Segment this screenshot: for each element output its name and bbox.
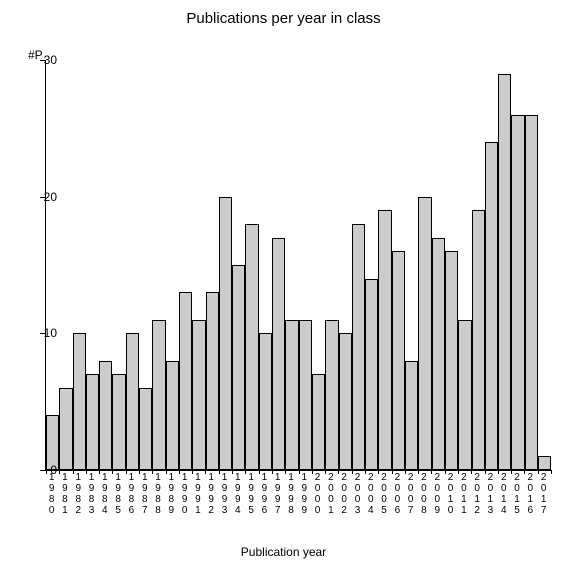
x-tick-label: 1984 (98, 472, 111, 516)
x-tick-label: 1985 (111, 472, 124, 516)
x-tick-label: 2015 (510, 472, 523, 516)
x-tick-label: 2008 (417, 472, 430, 516)
bar (206, 292, 219, 470)
x-tick-label: 2011 (457, 472, 470, 516)
bar (299, 320, 312, 470)
bar (392, 251, 405, 470)
x-tick-label: 1997 (271, 472, 284, 516)
bar (152, 320, 165, 470)
bar (73, 333, 86, 470)
x-tick-label: 1998 (284, 472, 297, 516)
x-tick-label: 2014 (497, 472, 510, 516)
bar (166, 361, 179, 470)
x-tick-label: 1987 (138, 472, 151, 516)
bar (232, 265, 245, 470)
bar (339, 333, 352, 470)
x-tick-label: 2016 (524, 472, 537, 516)
x-tick-label: 1992 (205, 472, 218, 516)
bar (458, 320, 471, 470)
bar (86, 374, 99, 470)
bar (126, 333, 139, 470)
plot-area (45, 60, 551, 471)
bar (312, 374, 325, 470)
bar (272, 238, 285, 470)
x-tick-label: 1986 (125, 472, 138, 516)
y-tick-label: 10 (27, 326, 57, 340)
x-tick-label: 1999 (298, 472, 311, 516)
x-tick-label: 2007 (404, 472, 417, 516)
x-axis-labels: 1980198119821983198419851986198719881989… (45, 472, 550, 516)
x-tick-label: 1980 (45, 472, 58, 516)
bar (525, 115, 538, 470)
bar (432, 238, 445, 470)
x-tick-label: 1989 (165, 472, 178, 516)
x-tick-label: 2004 (364, 472, 377, 516)
x-tick-label: 2001 (324, 472, 337, 516)
x-tick-label: 2003 (351, 472, 364, 516)
y-tick-label: 20 (27, 190, 57, 204)
bar (325, 320, 338, 470)
x-tick (551, 470, 552, 474)
x-tick-label: 2012 (471, 472, 484, 516)
bar (418, 197, 431, 470)
bar (498, 74, 511, 470)
bar (139, 388, 152, 470)
chart-title: Publications per year in class (0, 10, 567, 27)
x-tick-label: 2002 (338, 472, 351, 516)
bar (192, 320, 205, 470)
bar (365, 279, 378, 470)
x-tick-label: 1983 (85, 472, 98, 516)
y-tick-label: 30 (27, 53, 57, 67)
bar (285, 320, 298, 470)
bar (378, 210, 391, 470)
x-tick-label: 1981 (58, 472, 71, 516)
bar (99, 361, 112, 470)
bar (112, 374, 125, 470)
x-tick-label: 2010 (444, 472, 457, 516)
bar (46, 415, 59, 470)
bar (219, 197, 232, 470)
x-tick-label: 2005 (377, 472, 390, 516)
chart-container: Publications per year in class #P 010203… (0, 0, 567, 567)
x-axis-title: Publication year (0, 545, 567, 559)
bar (538, 456, 551, 470)
x-tick-label: 1994 (231, 472, 244, 516)
x-tick-label: 1995 (244, 472, 257, 516)
x-tick-label: 2009 (431, 472, 444, 516)
x-tick-label: 1991 (191, 472, 204, 516)
x-tick-label: 1988 (151, 472, 164, 516)
bar (485, 142, 498, 470)
bar (511, 115, 524, 470)
x-tick-label: 1982 (72, 472, 85, 516)
bar (245, 224, 258, 470)
bar (352, 224, 365, 470)
bar (259, 333, 272, 470)
bars-group (46, 60, 551, 470)
bar (179, 292, 192, 470)
x-tick-label: 1996 (258, 472, 271, 516)
x-tick-label: 2000 (311, 472, 324, 516)
bar (472, 210, 485, 470)
x-tick-label: 1990 (178, 472, 191, 516)
x-tick-label: 2017 (537, 472, 550, 516)
x-tick-label: 1993 (218, 472, 231, 516)
bar (405, 361, 418, 470)
x-tick-label: 2006 (391, 472, 404, 516)
bar (59, 388, 72, 470)
bar (445, 251, 458, 470)
x-tick-label: 2013 (484, 472, 497, 516)
